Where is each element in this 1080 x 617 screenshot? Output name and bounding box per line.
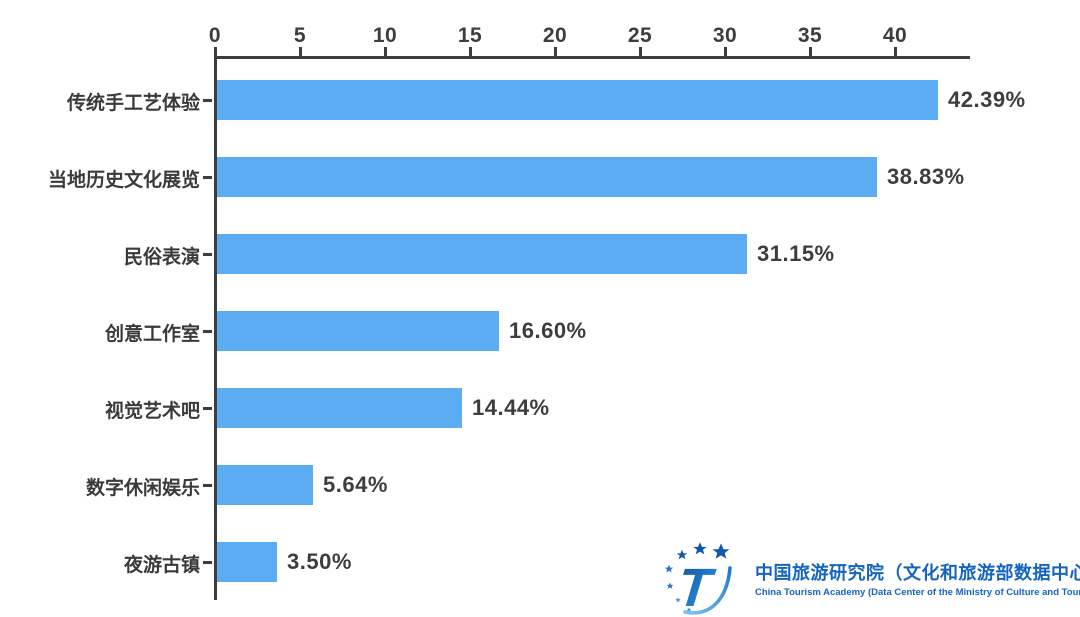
x-tick-label: 10 — [372, 24, 398, 47]
x-tick-mark — [893, 47, 897, 57]
value-label: 3.50% — [287, 549, 352, 574]
logo-swoosh — [683, 566, 732, 615]
y-tick-mark — [203, 483, 212, 487]
x-tick-label: 15 — [457, 24, 483, 47]
cta-logo: T 中国旅游研究院（文化和旅游部数据中心） China Tourism Acad… — [655, 540, 1080, 616]
bar — [217, 465, 313, 505]
x-tick-label: 20 — [542, 24, 568, 47]
x-tick-mark — [213, 47, 217, 57]
x-tick-mark — [553, 47, 557, 57]
category-label: 创意工作室 — [104, 324, 200, 345]
x-tick-mark — [298, 47, 302, 57]
x-tick-label: 35 — [797, 24, 823, 47]
category-label: 视觉艺术吧 — [104, 401, 200, 422]
y-tick-mark — [203, 98, 212, 102]
y-tick-mark — [203, 406, 212, 410]
bar — [217, 234, 747, 274]
y-axis-line — [214, 56, 217, 600]
x-tick-mark — [723, 47, 727, 57]
bar — [217, 311, 499, 351]
bar — [217, 157, 877, 197]
category-label: 传统手工艺体验 — [66, 93, 200, 114]
value-label: 38.83% — [887, 164, 965, 189]
category-label: 当地历史文化展览 — [47, 170, 200, 191]
value-label: 14.44% — [472, 395, 550, 420]
value-label: 42.39% — [948, 87, 1026, 112]
value-label: 31.15% — [757, 241, 835, 266]
category-label: 民俗表演 — [123, 247, 200, 268]
category-label: 数字休闲娱乐 — [85, 478, 200, 499]
category-label: 夜游古镇 — [123, 555, 200, 576]
x-tick-label: 40 — [882, 24, 908, 47]
value-label: 5.64% — [323, 472, 388, 497]
logo-stars — [664, 542, 730, 614]
logo-text-block: 中国旅游研究院（文化和旅游部数据中心） China Tourism Academ… — [755, 559, 1080, 598]
bar — [217, 388, 462, 428]
x-tick-mark — [808, 47, 812, 57]
bar — [217, 542, 277, 582]
x-tick-label: 25 — [627, 24, 653, 47]
x-tick-label: 30 — [712, 24, 738, 47]
logo-title-en: China Tourism Academy (Data Center of th… — [755, 586, 1080, 598]
x-tick-mark — [383, 47, 387, 57]
cta-logo-icon: T — [664, 542, 732, 616]
value-label: 16.60% — [509, 318, 587, 343]
x-tick-mark — [638, 47, 642, 57]
x-tick-mark — [468, 47, 472, 57]
x-tick-label: 0 — [208, 24, 222, 47]
y-tick-mark — [203, 175, 212, 179]
y-tick-mark — [203, 329, 212, 333]
bar — [217, 80, 938, 120]
logo-title-zh: 中国旅游研究院（文化和旅游部数据中心） — [755, 562, 1080, 583]
y-tick-mark — [203, 252, 212, 256]
x-tick-label: 5 — [293, 24, 307, 47]
y-tick-mark — [203, 560, 212, 564]
x-axis-line — [214, 56, 970, 59]
